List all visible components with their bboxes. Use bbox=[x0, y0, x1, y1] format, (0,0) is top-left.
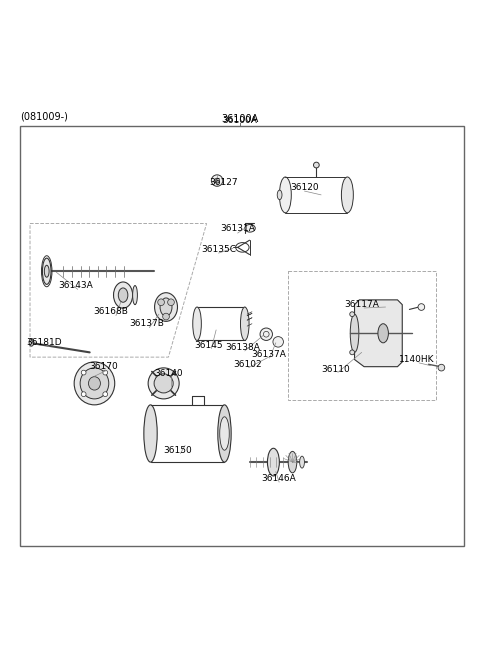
Text: 36150: 36150 bbox=[164, 445, 192, 455]
Circle shape bbox=[81, 370, 86, 375]
Text: 1140HK: 1140HK bbox=[399, 355, 434, 364]
Text: 36140: 36140 bbox=[154, 369, 183, 378]
Ellipse shape bbox=[341, 177, 353, 213]
Text: 36131A: 36131A bbox=[220, 224, 255, 233]
Ellipse shape bbox=[220, 417, 229, 450]
Circle shape bbox=[81, 392, 86, 397]
Ellipse shape bbox=[218, 405, 231, 462]
Text: 36138A: 36138A bbox=[225, 343, 260, 352]
Text: 36168B: 36168B bbox=[94, 307, 129, 316]
Ellipse shape bbox=[300, 456, 304, 468]
Ellipse shape bbox=[245, 225, 255, 232]
Text: 36181D: 36181D bbox=[26, 338, 62, 348]
Circle shape bbox=[163, 313, 169, 320]
Text: 36102: 36102 bbox=[233, 360, 262, 369]
Ellipse shape bbox=[155, 293, 178, 321]
Circle shape bbox=[273, 336, 283, 347]
Ellipse shape bbox=[148, 368, 179, 399]
Ellipse shape bbox=[288, 451, 297, 473]
Ellipse shape bbox=[74, 362, 115, 405]
Text: 36120: 36120 bbox=[290, 183, 319, 193]
Ellipse shape bbox=[29, 338, 34, 346]
Text: 36135C: 36135C bbox=[201, 245, 236, 254]
Ellipse shape bbox=[42, 258, 51, 284]
Ellipse shape bbox=[114, 282, 132, 308]
Circle shape bbox=[260, 328, 273, 340]
Circle shape bbox=[418, 304, 425, 310]
Circle shape bbox=[103, 392, 108, 397]
Text: (081009-): (081009-) bbox=[21, 111, 68, 121]
Circle shape bbox=[438, 364, 445, 371]
Ellipse shape bbox=[132, 286, 137, 305]
Circle shape bbox=[211, 175, 223, 187]
Text: 36143A: 36143A bbox=[58, 281, 93, 290]
Text: 36146A: 36146A bbox=[261, 474, 296, 484]
Ellipse shape bbox=[378, 324, 388, 343]
Ellipse shape bbox=[277, 190, 282, 200]
Ellipse shape bbox=[350, 350, 355, 355]
Text: 36100A: 36100A bbox=[223, 116, 257, 125]
Ellipse shape bbox=[313, 162, 319, 168]
Text: 36137A: 36137A bbox=[251, 350, 286, 359]
Ellipse shape bbox=[193, 307, 201, 340]
Circle shape bbox=[158, 299, 165, 306]
Ellipse shape bbox=[350, 314, 359, 352]
Text: 36145: 36145 bbox=[195, 341, 223, 350]
Ellipse shape bbox=[80, 368, 109, 399]
Ellipse shape bbox=[88, 376, 100, 390]
Text: 36117A: 36117A bbox=[344, 300, 379, 309]
Text: 36110: 36110 bbox=[321, 365, 350, 374]
Circle shape bbox=[168, 299, 174, 306]
Ellipse shape bbox=[279, 177, 291, 213]
Ellipse shape bbox=[267, 448, 279, 476]
Text: 36170: 36170 bbox=[90, 362, 119, 371]
Text: 36127: 36127 bbox=[209, 179, 238, 187]
Ellipse shape bbox=[240, 307, 249, 340]
Bar bbox=[21, 125, 464, 545]
Ellipse shape bbox=[144, 405, 157, 462]
Ellipse shape bbox=[154, 374, 173, 393]
Ellipse shape bbox=[44, 265, 49, 277]
Text: 36137B: 36137B bbox=[130, 319, 164, 328]
Ellipse shape bbox=[118, 288, 128, 302]
Circle shape bbox=[103, 370, 108, 375]
Text: 36100A: 36100A bbox=[221, 114, 259, 124]
Ellipse shape bbox=[350, 312, 355, 317]
Ellipse shape bbox=[160, 298, 172, 316]
Polygon shape bbox=[355, 300, 402, 367]
